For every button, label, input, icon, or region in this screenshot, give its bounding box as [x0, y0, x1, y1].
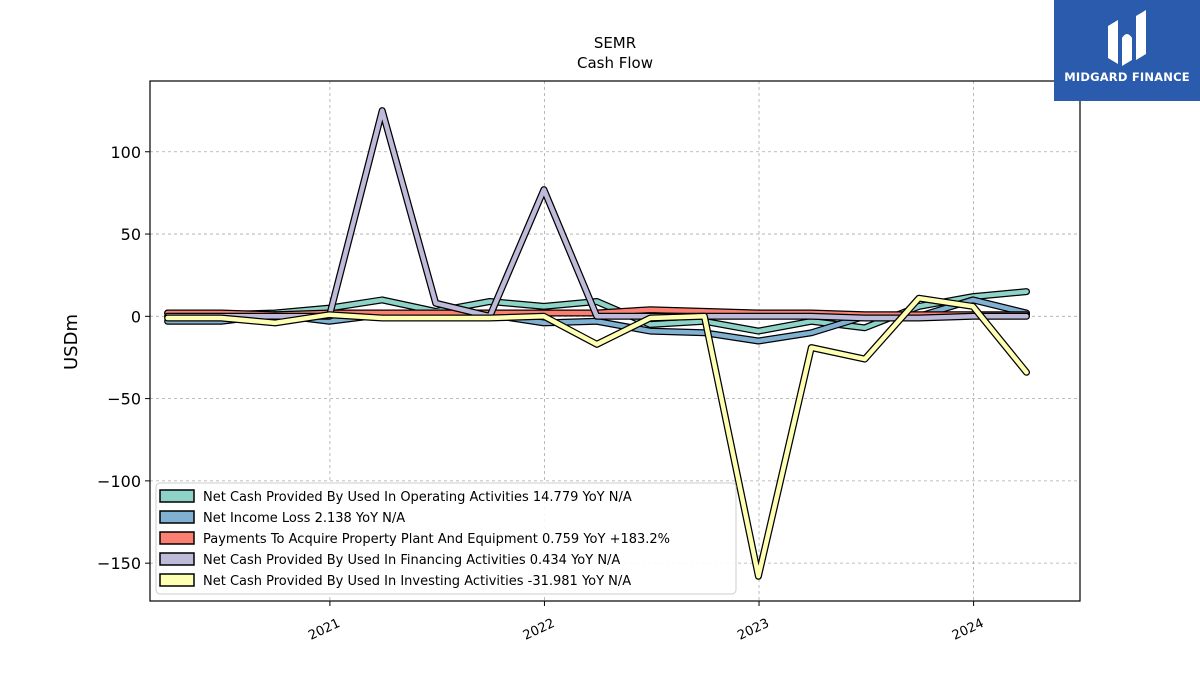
series-3-point	[595, 314, 599, 318]
x-tick-label: 2024	[950, 616, 986, 644]
x-axis-ticks: 2021 2022 2023 2024	[306, 601, 986, 644]
y-axis-ticks: 100 50 0 −50 −100 −150	[97, 143, 150, 573]
chart-subtitle: Cash Flow	[577, 54, 653, 72]
series-2-point	[702, 309, 706, 313]
series-4-point	[434, 316, 438, 320]
y-tick-label: 100	[110, 143, 141, 162]
series-1-point	[327, 319, 331, 323]
series-1-point	[756, 339, 760, 343]
series-line-4	[165, 295, 1029, 579]
series-4-point	[648, 316, 652, 320]
series-0-point	[917, 304, 921, 308]
series-4-point	[488, 316, 492, 320]
series-lines	[164, 107, 1030, 580]
series-4-point	[863, 357, 867, 361]
legend: Net Cash Provided By Used In Operating A…	[155, 482, 737, 595]
y-tick-label: −150	[97, 554, 141, 573]
series-4-point	[809, 346, 813, 350]
x-tick-label: 2022	[521, 616, 557, 644]
legend-label: Net Cash Provided By Used In Operating A…	[203, 490, 632, 505]
legend-swatch	[159, 552, 195, 566]
series-3-point	[380, 109, 384, 113]
series-0-point	[488, 300, 492, 304]
legend-swatch	[159, 573, 195, 587]
legend-swatch	[159, 489, 195, 503]
brand-logo-mark-icon	[1108, 10, 1146, 66]
series-1-point	[542, 321, 546, 325]
series-0-point	[756, 329, 760, 333]
series-2-point	[434, 311, 438, 315]
series-outline-3	[164, 107, 1030, 322]
grid	[150, 81, 1080, 601]
legend-label: Net Cash Provided By Used In Financing A…	[203, 553, 620, 568]
series-3-point	[917, 316, 921, 320]
series-0-point	[1025, 290, 1029, 294]
brand-logo: MIDGARD FINANCE	[1054, 0, 1200, 101]
series-3-point	[1025, 314, 1029, 318]
series-3-point	[756, 314, 760, 318]
series-4-point	[702, 314, 706, 318]
plot-frame	[149, 80, 1081, 602]
series-1-point	[595, 319, 599, 323]
legend-label: Net Income Loss 2.138 YoY N/A	[203, 511, 405, 526]
series-0-point	[542, 304, 546, 308]
series-1-point	[971, 298, 975, 302]
y-tick-label: 0	[131, 307, 141, 326]
series-0-point	[809, 319, 813, 323]
chart-title: SEMR	[594, 34, 636, 52]
y-axis-label: USDm	[61, 314, 82, 370]
series-3-point	[542, 188, 546, 192]
series-4-point	[166, 316, 170, 320]
series-1-point	[648, 329, 652, 333]
y-tick-label: −100	[97, 472, 141, 491]
series-4-point	[273, 321, 277, 325]
y-tick-label: 50	[121, 225, 141, 244]
legend-box	[155, 482, 737, 595]
series-4-point	[917, 296, 921, 300]
y-tick-label: −50	[107, 390, 141, 409]
series-0-point	[648, 323, 652, 327]
series-1-point	[809, 331, 813, 335]
x-tick-label: 2023	[735, 616, 771, 644]
series-3-point	[863, 316, 867, 320]
x-tick-label: 2021	[306, 616, 342, 644]
series-2-point	[648, 308, 652, 312]
series-4-point	[327, 313, 331, 317]
series-3-point	[971, 314, 975, 318]
series-3-point	[434, 301, 438, 305]
series-3-point	[809, 314, 813, 318]
brand-name: MIDGARD FINANCE	[1064, 70, 1190, 84]
legend-label: Net Cash Provided By Used In Investing A…	[203, 574, 631, 589]
series-4-point	[219, 316, 223, 320]
series-4-point	[380, 316, 384, 320]
legend-swatch	[159, 531, 195, 545]
series-4-point	[756, 574, 760, 578]
legend-swatch	[159, 510, 195, 524]
series-line-3	[165, 108, 1029, 321]
series-0-point	[863, 326, 867, 330]
series-0-point	[595, 300, 599, 304]
legend-label: Payments To Acquire Property Plant And E…	[203, 532, 670, 547]
series-0-point	[380, 298, 384, 302]
series-3-point	[273, 314, 277, 318]
series-4-point	[595, 342, 599, 346]
series-4-point	[542, 314, 546, 318]
series-4-point	[971, 304, 975, 308]
series-4-point	[1025, 370, 1029, 374]
